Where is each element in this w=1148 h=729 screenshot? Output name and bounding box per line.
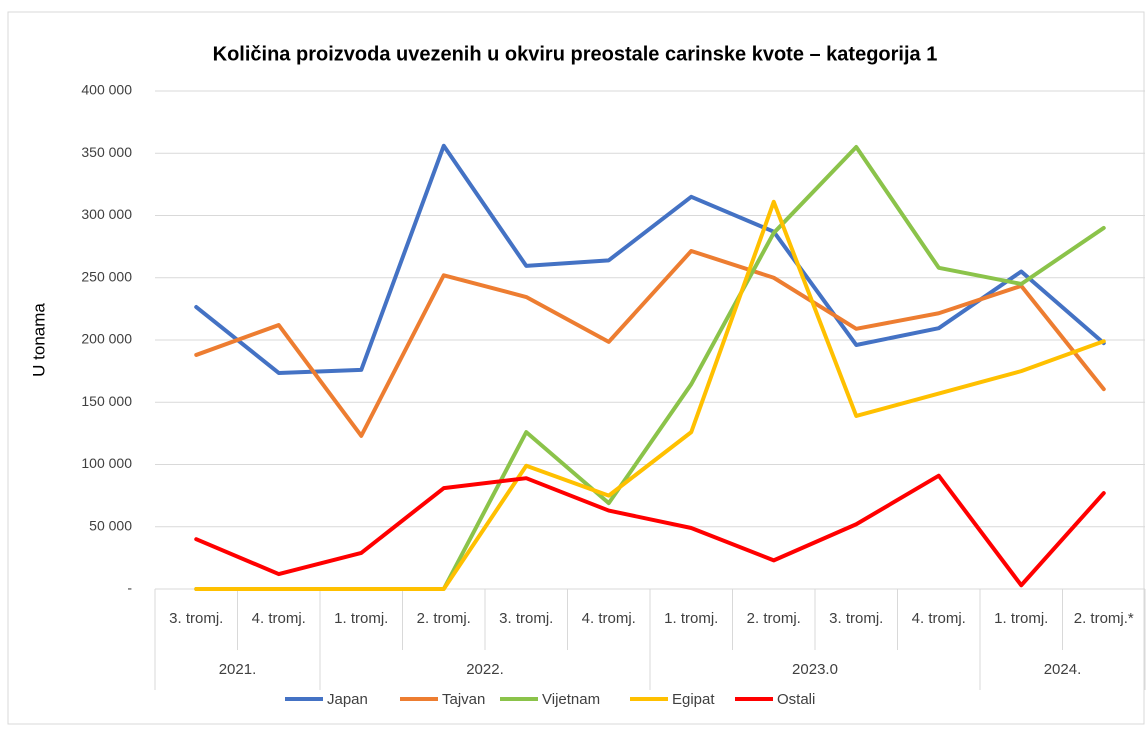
group-label: 2021. xyxy=(219,661,257,678)
x-tick-label: 3. tromj. xyxy=(169,610,223,627)
y-tick-label: 250 000 xyxy=(81,268,132,284)
x-tick-label: 3. tromj. xyxy=(499,610,553,627)
legend-label: Vijetnam xyxy=(542,691,600,708)
x-tick-label: 4. tromj. xyxy=(252,610,306,627)
y-tick-label: - xyxy=(127,580,132,596)
legend-label: Japan xyxy=(327,691,368,708)
series-line xyxy=(194,199,1106,591)
series-line xyxy=(194,473,1106,588)
y-axis-label: U tonama xyxy=(29,303,48,377)
legend-label: Egipat xyxy=(672,691,715,708)
x-tick-label: 3. tromj. xyxy=(829,610,883,627)
x-tick-label: 1. tromj. xyxy=(334,610,388,627)
x-tick-label: 2. tromj. xyxy=(747,610,801,627)
series-line xyxy=(194,248,1106,438)
legend-label: Ostali xyxy=(777,691,815,708)
group-label: 2023.0 xyxy=(792,661,838,678)
x-tick-label: 2. tromj.* xyxy=(1074,610,1134,627)
y-tick-label: 350 000 xyxy=(81,144,132,160)
x-tick-label: 1. tromj. xyxy=(994,610,1048,627)
legend-label: Tajvan xyxy=(442,691,485,708)
group-label: 2024. xyxy=(1044,661,1082,678)
x-tick-label: 2. tromj. xyxy=(417,610,471,627)
series-line xyxy=(194,143,1106,375)
chart-frame xyxy=(7,11,1145,725)
y-tick-label: 150 000 xyxy=(81,393,132,409)
x-tick-label: 4. tromj. xyxy=(912,610,966,627)
y-tick-label: 100 000 xyxy=(81,455,132,471)
y-tick-label: 50 000 xyxy=(89,517,132,533)
y-tick-label: 400 000 xyxy=(81,82,132,98)
chart-title: Količina proizvoda uvezenih u okviru pre… xyxy=(213,43,938,65)
group-label: 2022. xyxy=(466,661,504,678)
y-tick-label: 300 000 xyxy=(81,206,132,222)
x-tick-label: 1. tromj. xyxy=(664,610,718,627)
x-tick-label: 4. tromj. xyxy=(582,610,636,627)
y-tick-label: 200 000 xyxy=(81,331,132,347)
